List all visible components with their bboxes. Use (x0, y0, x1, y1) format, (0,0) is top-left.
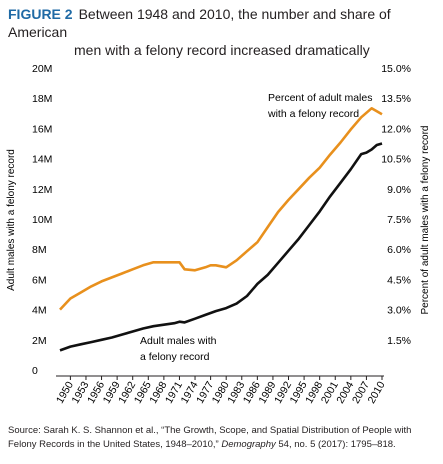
source-prefix: Source: Sarah K. S. Shannon et al., “The… (8, 425, 412, 450)
right-tick-label: 7.5% (387, 214, 411, 226)
source-note: Source: Sarah K. S. Shannon et al., “The… (8, 424, 438, 452)
left-tick-label: 18M (32, 93, 52, 105)
left-tick-label: 4M (32, 305, 47, 317)
left-tick-label: 10M (32, 214, 52, 226)
felony-percent-line (59, 107, 383, 311)
count-line-annotation-1: Adult males with (140, 335, 217, 347)
source-journal: Demography (221, 439, 276, 450)
figure-label: FIGURE 2 (8, 6, 73, 22)
percent-line-annotation-2: with a felony record (267, 108, 359, 120)
figure-title-line2: men with a felony record increased drama… (74, 42, 370, 58)
left-tick-label: 12M (32, 184, 52, 196)
right-tick-label: 10.5% (381, 154, 411, 166)
x-tick-label: 2010 (366, 379, 388, 405)
right-tick-label: 15.0% (381, 63, 411, 75)
right-tick-label: 6.0% (387, 244, 411, 256)
right-tick-label: 12.0% (381, 123, 411, 135)
felony-count-line (59, 142, 383, 352)
left-tick-label: 20M (32, 63, 52, 75)
left-axis-label: Adult males with a felony record (6, 149, 17, 291)
left-tick-label: 6M (32, 274, 47, 286)
left-tick-label: 8M (32, 244, 47, 256)
right-tick-label: 1.5% (387, 335, 411, 347)
right-tick-label: 9.0% (387, 184, 411, 196)
source-suffix: 54, no. 5 (2017): 1795–818. (278, 439, 396, 450)
line-chart: 1950195319561959196219651968197119741977… (6, 63, 431, 406)
figure-title: FIGURE 2 Between 1948 and 2010, the numbe… (8, 5, 438, 59)
left-tick-label: 16M (32, 123, 52, 135)
left-tick-label: 0 (32, 365, 38, 377)
right-tick-label: 4.5% (387, 274, 411, 286)
left-tick-label: 2M (32, 335, 47, 347)
count-line-annotation-2: a felony record (140, 351, 210, 363)
figure-title-line1: Between 1948 and 2010, the number and sh… (8, 6, 391, 40)
right-tick-label: 3.0% (387, 305, 411, 317)
percent-line-annotation-1: Percent of adult males (268, 92, 372, 104)
right-tick-label: 13.5% (381, 93, 411, 105)
right-axis-label: Percent of adult males with a felony rec… (420, 126, 431, 315)
left-tick-label: 14M (32, 154, 52, 166)
